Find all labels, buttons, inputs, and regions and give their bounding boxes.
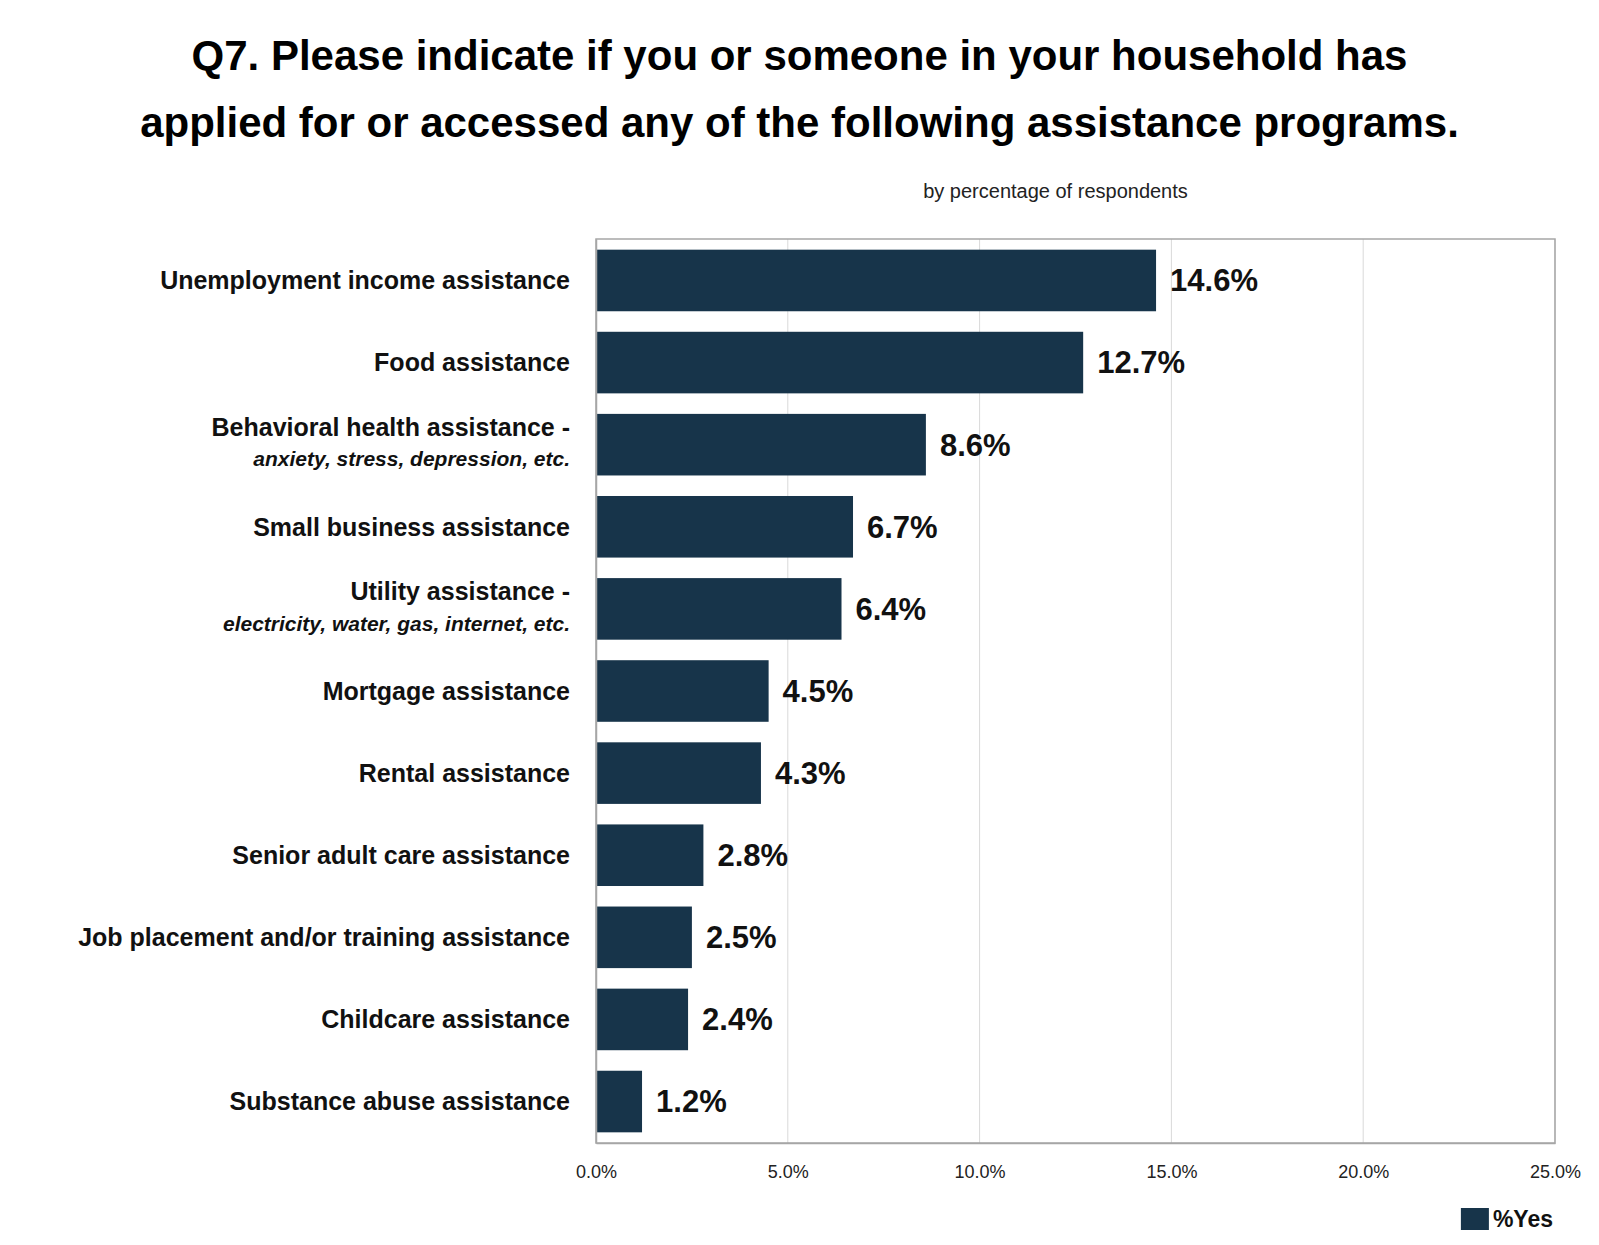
data-label: 6.4% [856, 592, 927, 627]
x-tick-label: 15.0% [1146, 1162, 1197, 1182]
title: Q7. Please indicate if you or someone in… [140, 32, 1459, 146]
bar [596, 1071, 642, 1133]
bar [596, 660, 769, 722]
x-tick: 5.0% [768, 1143, 809, 1182]
data-label: 4.5% [783, 674, 854, 709]
category-label: Small business assistance [253, 513, 570, 541]
bar [596, 250, 1156, 312]
bar [596, 496, 853, 558]
x-tick-label: 10.0% [955, 1162, 1006, 1182]
category-label: Senior adult care assistance [232, 841, 570, 869]
y-tick: Mortgage assistance [323, 677, 596, 705]
chart: Q7. Please indicate if you or someone in… [0, 0, 1599, 1245]
data-label: 14.6% [1170, 263, 1258, 298]
category-label: Unemployment income assistance [160, 266, 570, 294]
grid [596, 239, 1555, 1143]
category-label: Food assistance [374, 348, 570, 376]
bar [596, 742, 761, 804]
y-tick: Unemployment income assistance [160, 266, 596, 294]
x-tick: 0.0% [576, 1143, 617, 1182]
category-label: Utility assistance -electricity, water, … [223, 577, 570, 634]
category-label: Job placement and/or training assistance [78, 923, 570, 951]
bar [596, 414, 926, 476]
bars [596, 250, 1156, 1133]
y-tick: Substance abuse assistance [230, 1087, 596, 1115]
x-axis: 0.0% 5.0% 10.0% 15.0% 20.0% 25.0% [576, 1143, 1581, 1182]
x-tick: 10.0% [955, 1143, 1006, 1182]
legend-swatch [1461, 1208, 1489, 1230]
plot-frame [596, 239, 1555, 1143]
y-tick: Food assistance [374, 348, 596, 376]
x-tick: 15.0% [1146, 1143, 1197, 1182]
y-tick: Senior adult care assistance [232, 841, 596, 869]
x-tick: 25.0% [1530, 1143, 1581, 1182]
category-label: Substance abuse assistance [230, 1087, 571, 1115]
bar [596, 824, 703, 886]
x-tick-label: 0.0% [576, 1162, 617, 1182]
x-tick-label: 25.0% [1530, 1162, 1581, 1182]
data-label: 1.2% [656, 1084, 727, 1119]
category-label: Behavioral health assistance -anxiety, s… [212, 413, 570, 470]
y-axis: Unemployment income assistance Food assis… [78, 240, 596, 1144]
x-axis-line [597, 1143, 1556, 1145]
data-labels: 14.6% 12.7% 8.6% 6.7% 6.4% 4.5% 4.3% 2.8% 2.5% 2.… [656, 263, 1258, 1119]
category-label: Rental assistance [359, 759, 570, 787]
data-label: 12.7% [1097, 345, 1185, 380]
y-tick: Rental assistance [359, 759, 596, 787]
data-label: 8.6% [940, 428, 1011, 463]
x-tick: 20.0% [1338, 1143, 1389, 1182]
data-label: 2.8% [717, 838, 788, 873]
legend: %Yes [1461, 1206, 1553, 1232]
data-label: 2.4% [702, 1002, 773, 1037]
grid-line [1363, 239, 1364, 1143]
category-label: Mortgage assistance [323, 677, 570, 705]
bar [596, 989, 688, 1051]
subtitle: by percentage of respondents [923, 180, 1188, 202]
y-tick: Behavioral health assistance -anxiety, s… [212, 413, 596, 470]
y-tick: Job placement and/or training assistance [78, 923, 596, 951]
x-tick-label: 5.0% [768, 1162, 809, 1182]
category-label: Childcare assistance [321, 1005, 570, 1033]
x-tick-label: 20.0% [1338, 1162, 1389, 1182]
y-tick: Childcare assistance [321, 1005, 596, 1033]
data-label: 6.7% [867, 510, 938, 545]
bar [596, 578, 842, 640]
y-axis-line [596, 240, 598, 1144]
y-tick: Utility assistance -electricity, water, … [223, 577, 596, 634]
y-tick: Small business assistance [253, 513, 596, 541]
bar [596, 332, 1083, 394]
legend-label: %Yes [1493, 1206, 1553, 1232]
data-label: 2.5% [706, 920, 777, 955]
bar [596, 907, 692, 969]
data-label: 4.3% [775, 756, 846, 791]
